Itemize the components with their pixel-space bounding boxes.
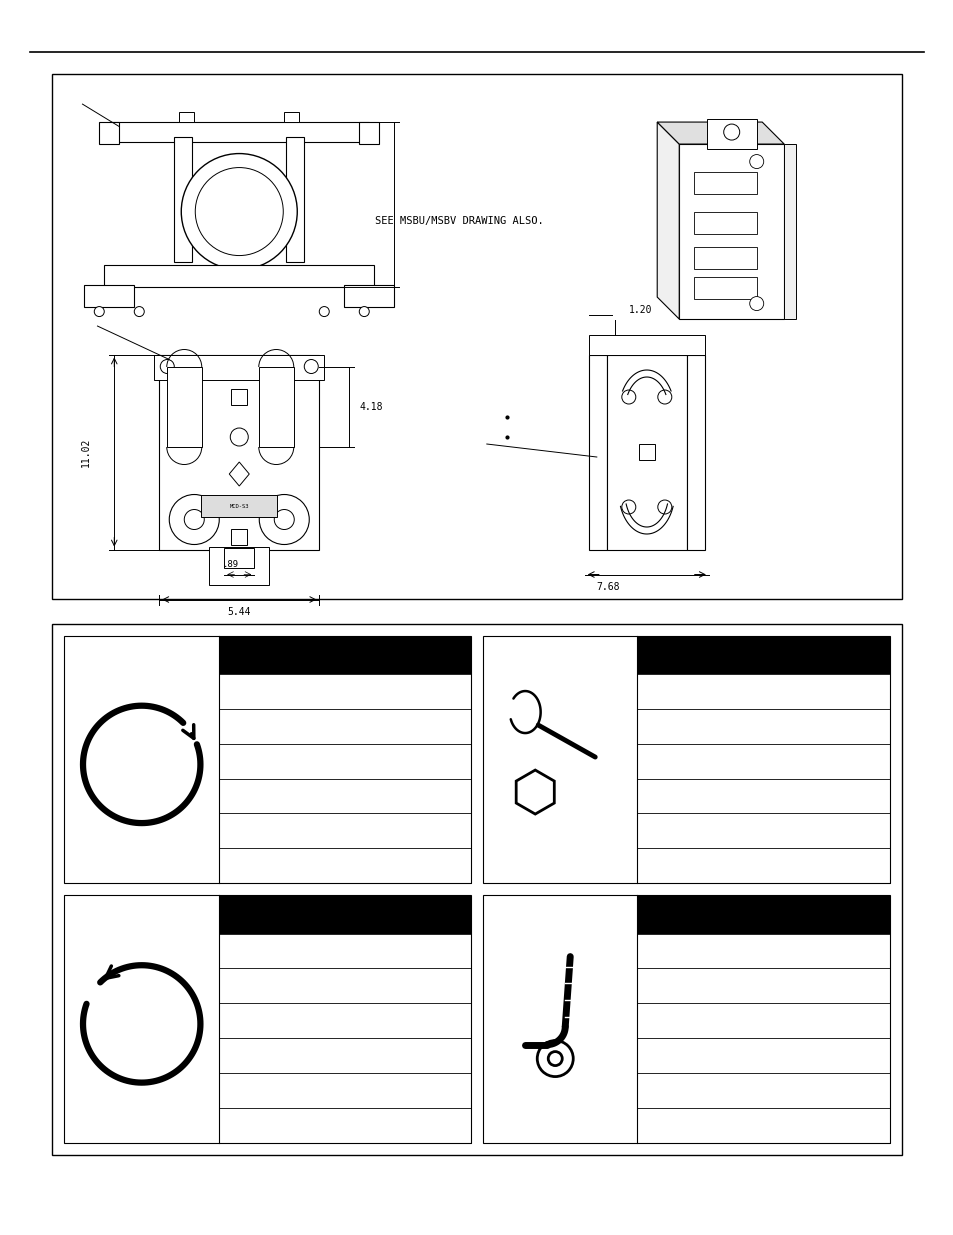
Circle shape bbox=[181, 153, 297, 269]
Circle shape bbox=[723, 124, 739, 140]
Bar bbox=[694, 211, 757, 233]
Circle shape bbox=[749, 296, 763, 310]
Polygon shape bbox=[229, 462, 249, 487]
Bar bbox=[588, 335, 704, 354]
Bar bbox=[359, 121, 379, 143]
Bar bbox=[679, 144, 783, 319]
Bar bbox=[482, 636, 888, 883]
Circle shape bbox=[94, 306, 104, 316]
Circle shape bbox=[274, 510, 294, 530]
Polygon shape bbox=[657, 122, 783, 144]
Bar bbox=[219, 895, 471, 934]
Text: 5.44: 5.44 bbox=[227, 606, 251, 616]
Circle shape bbox=[134, 306, 144, 316]
Bar bbox=[706, 119, 756, 149]
Circle shape bbox=[259, 494, 309, 545]
Bar bbox=[694, 172, 757, 194]
Circle shape bbox=[658, 500, 671, 514]
Bar bbox=[179, 111, 194, 121]
Bar bbox=[201, 495, 277, 517]
Text: 11.02: 11.02 bbox=[81, 437, 91, 467]
Circle shape bbox=[319, 306, 329, 316]
Bar bbox=[52, 624, 901, 1155]
Bar bbox=[231, 529, 247, 545]
Bar bbox=[606, 354, 686, 550]
Bar bbox=[588, 354, 606, 550]
Circle shape bbox=[359, 306, 369, 316]
Bar bbox=[65, 636, 471, 883]
Bar bbox=[167, 367, 201, 447]
Bar bbox=[783, 144, 796, 319]
Polygon shape bbox=[657, 122, 679, 319]
Bar bbox=[224, 547, 254, 568]
Circle shape bbox=[195, 168, 283, 256]
Bar bbox=[65, 895, 471, 1142]
Circle shape bbox=[537, 1041, 573, 1077]
Bar bbox=[284, 111, 299, 121]
Circle shape bbox=[621, 500, 635, 514]
Bar bbox=[174, 137, 193, 262]
Circle shape bbox=[658, 390, 671, 404]
Bar bbox=[209, 547, 269, 584]
Text: 4.18: 4.18 bbox=[359, 403, 382, 412]
Bar bbox=[259, 367, 294, 447]
Circle shape bbox=[749, 154, 763, 168]
Bar bbox=[159, 354, 319, 550]
Text: SEE MSBU/MSBV DRAWING ALSO.: SEE MSBU/MSBV DRAWING ALSO. bbox=[375, 216, 543, 226]
Bar bbox=[84, 284, 134, 306]
Bar bbox=[639, 445, 654, 459]
Circle shape bbox=[169, 494, 219, 545]
Circle shape bbox=[184, 510, 204, 530]
Bar bbox=[694, 277, 757, 299]
Bar bbox=[99, 121, 119, 143]
Circle shape bbox=[230, 429, 248, 446]
Bar bbox=[104, 264, 374, 287]
Circle shape bbox=[160, 359, 174, 373]
Circle shape bbox=[548, 1051, 561, 1066]
Bar bbox=[154, 354, 324, 379]
Bar bbox=[637, 636, 888, 674]
Bar bbox=[482, 895, 888, 1142]
Circle shape bbox=[621, 390, 635, 404]
Bar bbox=[686, 354, 704, 550]
Bar bbox=[344, 284, 394, 306]
Text: 1.20: 1.20 bbox=[628, 305, 652, 315]
Text: 7.68: 7.68 bbox=[597, 582, 619, 592]
Text: .89: .89 bbox=[223, 559, 239, 569]
Bar bbox=[219, 636, 471, 674]
Bar bbox=[637, 895, 888, 934]
Bar bbox=[110, 121, 369, 142]
Circle shape bbox=[304, 359, 318, 373]
Bar bbox=[286, 137, 304, 262]
Bar bbox=[52, 74, 901, 599]
Text: MCD-S3: MCD-S3 bbox=[230, 504, 249, 509]
Bar bbox=[231, 389, 247, 405]
Bar bbox=[694, 247, 757, 268]
